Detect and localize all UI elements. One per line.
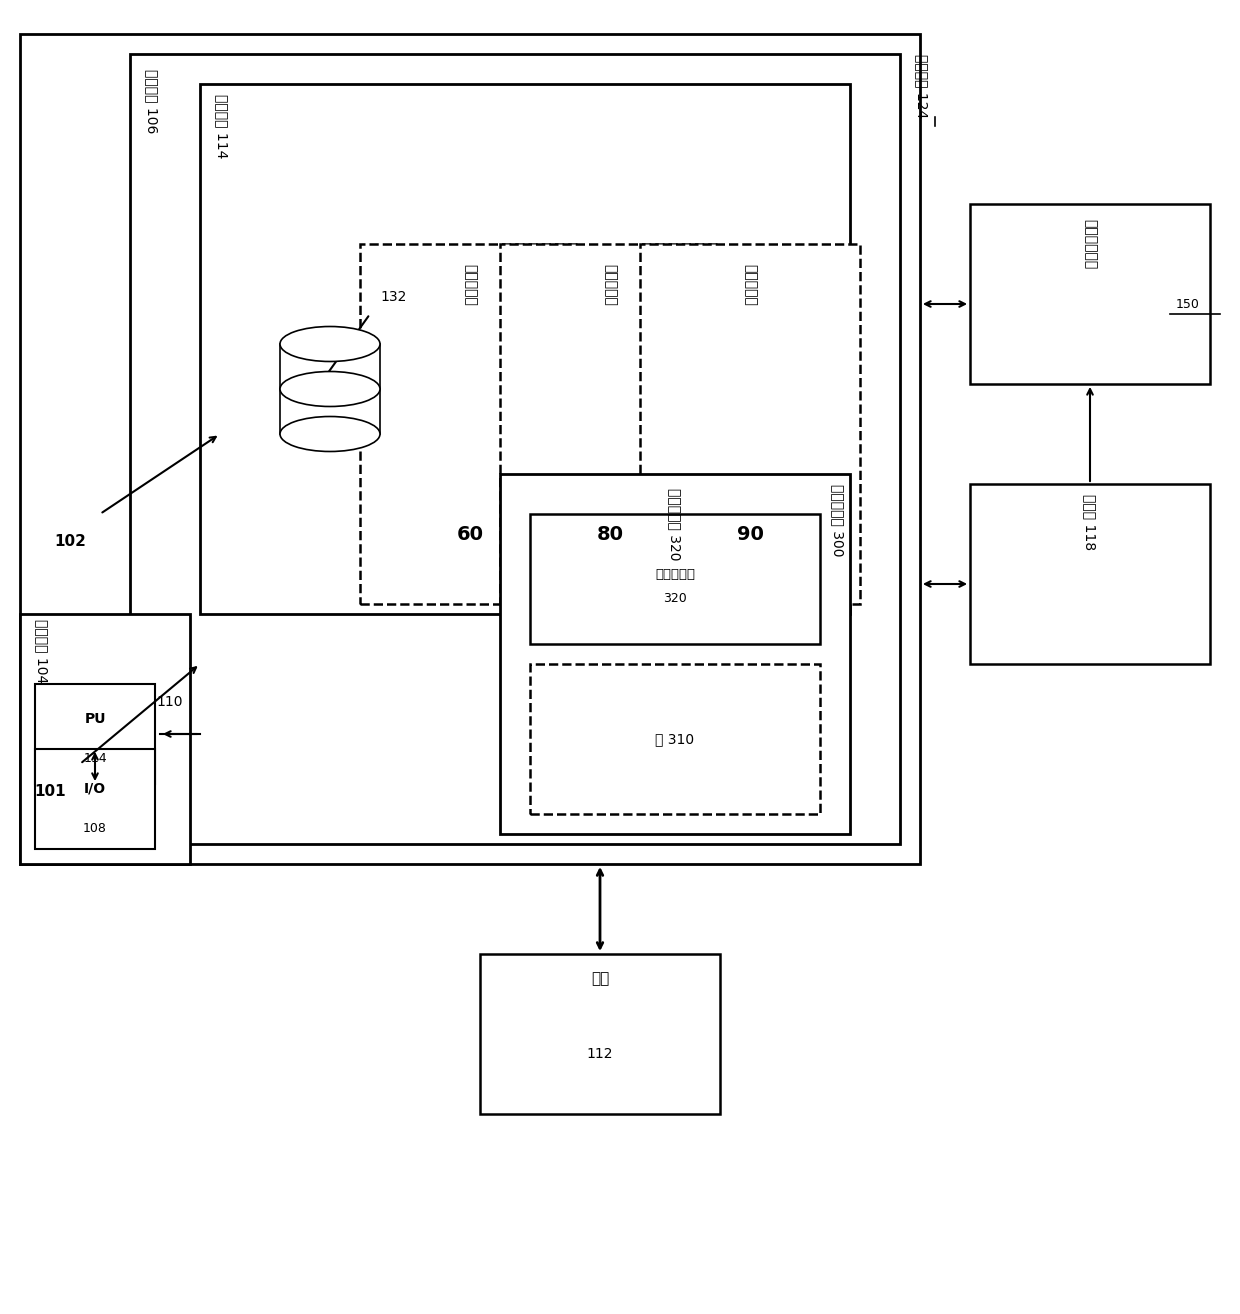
- Text: 油温度数据: 油温度数据: [463, 264, 477, 306]
- FancyBboxPatch shape: [20, 34, 920, 865]
- Text: 油压力数据: 油压力数据: [603, 264, 618, 306]
- Text: 80: 80: [596, 524, 624, 544]
- FancyBboxPatch shape: [20, 614, 190, 865]
- Text: 90: 90: [737, 524, 764, 544]
- FancyBboxPatch shape: [640, 244, 861, 604]
- Text: 320: 320: [663, 593, 687, 606]
- Text: I/O: I/O: [84, 782, 107, 796]
- Text: 112: 112: [587, 1047, 614, 1060]
- Text: 101: 101: [35, 784, 66, 799]
- Text: 涡轮机 118: 涡轮机 118: [1083, 494, 1097, 551]
- FancyBboxPatch shape: [200, 84, 849, 614]
- FancyBboxPatch shape: [480, 954, 720, 1114]
- Text: 油传感器系统: 油传感器系统: [1083, 219, 1097, 269]
- Text: 102: 102: [55, 533, 86, 549]
- FancyBboxPatch shape: [130, 54, 900, 844]
- Ellipse shape: [280, 372, 379, 406]
- Ellipse shape: [280, 326, 379, 361]
- Text: 计算装置 124: 计算装置 124: [915, 54, 929, 118]
- Text: 油频率数据: 油频率数据: [743, 264, 756, 306]
- Text: 存储部件 106: 存储部件 106: [145, 70, 159, 134]
- Text: 110: 110: [156, 695, 184, 710]
- FancyBboxPatch shape: [529, 514, 820, 644]
- Text: 处理部件 104: 处理部件 104: [35, 619, 50, 683]
- FancyBboxPatch shape: [529, 664, 820, 813]
- Text: 108: 108: [83, 823, 107, 836]
- Text: PU: PU: [84, 712, 105, 727]
- FancyBboxPatch shape: [500, 244, 720, 604]
- Ellipse shape: [280, 417, 379, 452]
- Text: 润滑油模型 300: 润滑油模型 300: [831, 484, 844, 557]
- FancyBboxPatch shape: [360, 244, 580, 604]
- Text: 114: 114: [83, 753, 107, 766]
- Text: 自学习引擎: 自学习引擎: [655, 568, 694, 581]
- Text: 132: 132: [379, 290, 407, 304]
- FancyBboxPatch shape: [35, 749, 155, 849]
- FancyBboxPatch shape: [280, 344, 379, 389]
- FancyBboxPatch shape: [35, 685, 155, 784]
- Text: 监测系统 114: 监测系统 114: [215, 95, 229, 159]
- Text: 150: 150: [1176, 297, 1200, 310]
- FancyBboxPatch shape: [970, 484, 1210, 664]
- FancyBboxPatch shape: [500, 474, 849, 834]
- Text: 60: 60: [456, 524, 484, 544]
- FancyBboxPatch shape: [280, 389, 379, 434]
- Text: 自学习引擎 320: 自学习引擎 320: [668, 487, 682, 560]
- FancyBboxPatch shape: [970, 204, 1210, 384]
- Text: 集 310: 集 310: [656, 732, 694, 746]
- Text: 用户: 用户: [591, 971, 609, 987]
